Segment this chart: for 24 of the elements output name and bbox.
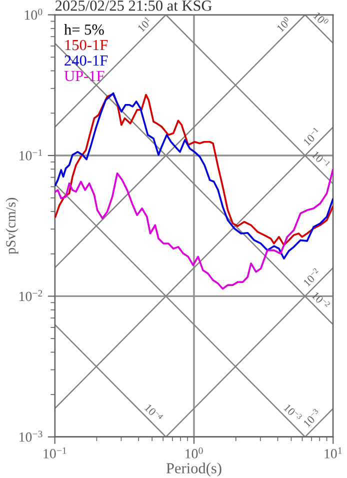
- y-tick-label: 10$^{−2}$: [20, 290, 42, 302]
- text: 10$^{−3}$: [284, 402, 303, 422]
- legend-title: h= 5%: [64, 24, 104, 35]
- text: 10$^{1}$: [136, 16, 152, 32]
- y-tick-label: 10$^{0}$: [24, 8, 42, 20]
- chart-title: 2025/02/25 21:50 at KSG: [55, 0, 212, 11]
- text: 10$^{−2}$: [312, 290, 331, 310]
- text: UP-1F: [64, 70, 104, 82]
- text: 10$^{−2}$: [302, 268, 322, 287]
- text: 10$^{−1}$: [302, 127, 322, 146]
- x-tick-label: 10$^{0}$: [186, 447, 203, 458]
- text: 10$^{−1}$: [312, 150, 331, 169]
- text: 150-1F: [65, 40, 108, 50]
- y-axis-title: pSv(cm/s): [6, 198, 18, 254]
- series-label: 240-1F: [64, 55, 108, 66]
- x-tick-label: 10$^{−1}$: [44, 447, 66, 458]
- x-axis-title: Period(s): [166, 462, 222, 477]
- text: 10$^{0}$: [313, 10, 330, 27]
- y-tick-label: 10$^{−3}$: [20, 430, 42, 442]
- x-tick-label: 10$^{1}$: [324, 447, 342, 458]
- text: 10$^{0}$: [276, 16, 292, 32]
- text: 10$^{−4}$: [144, 402, 164, 422]
- y-tick-label: 10$^{−1}$: [20, 149, 42, 160]
- text: 10$^{−3}$: [302, 408, 322, 428]
